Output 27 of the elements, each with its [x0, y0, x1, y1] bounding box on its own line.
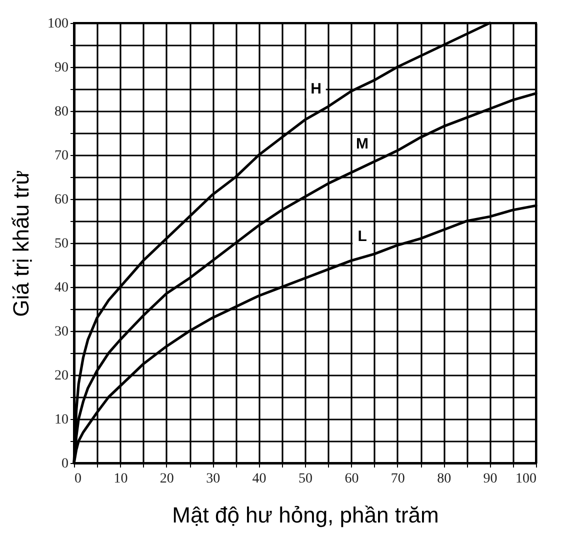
- y-tick-label: 90: [54, 60, 68, 76]
- y-tick-label: 0: [62, 456, 68, 472]
- y-tick-label: 80: [54, 104, 68, 120]
- x-tick-label: 20: [160, 472, 174, 486]
- y-tick-label: 60: [54, 192, 68, 208]
- x-tick-label: 0: [74, 472, 82, 486]
- y-tick-label: 100: [48, 16, 68, 32]
- x-tick-label: 80: [437, 472, 452, 486]
- y-tick-label: 50: [54, 236, 68, 252]
- y-tick-label: 10: [54, 412, 68, 428]
- series-label: H: [310, 80, 322, 98]
- x-axis-title: Mật độ hư hỏng, phần trăm: [172, 502, 439, 528]
- x-tick-label: 60: [344, 472, 359, 486]
- x-tick-label: 30: [206, 472, 220, 486]
- x-tick-label: 70: [390, 472, 405, 486]
- x-tick-label: 10: [114, 472, 128, 486]
- x-tick-label: 40: [252, 472, 266, 486]
- y-tick-label: 20: [54, 368, 68, 384]
- series-label: M: [356, 136, 369, 153]
- x-tick-label: 50: [298, 472, 312, 486]
- series-label: L: [358, 228, 367, 245]
- y-axis-title: Giá trị khấu trừ: [8, 170, 34, 317]
- y-tick-label: 70: [54, 148, 68, 164]
- x-tick-label: 100: [516, 472, 536, 486]
- y-tick-label: 30: [54, 324, 68, 340]
- y-tick-label: 40: [54, 280, 68, 296]
- x-tick-label: 90: [483, 472, 498, 486]
